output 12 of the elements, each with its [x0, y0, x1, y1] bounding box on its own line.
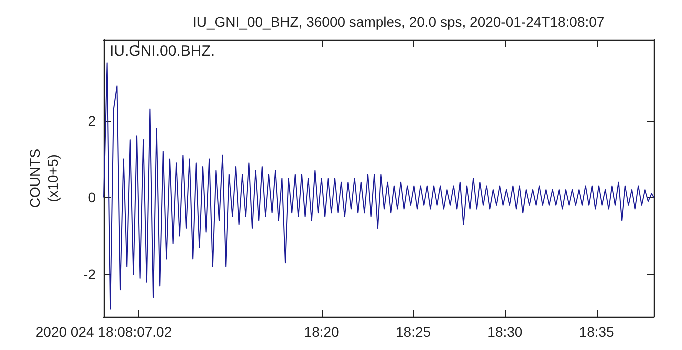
- x-tick-label: 18:35: [579, 324, 615, 340]
- annotation: IU.GNI.00.BHZ.: [110, 43, 216, 60]
- y-axis-title: COUNTS (x10+5): [27, 148, 61, 208]
- x-tick-label: 18:20: [304, 324, 340, 340]
- y-tick-label: 2: [88, 112, 96, 129]
- chart-title: IU_GNI_00_BHZ, 36000 samples, 20.0 sps, 2020-01-24T18:08:07: [193, 14, 605, 30]
- y-tick-label: 0: [88, 190, 96, 206]
- y-tick-label: -2: [84, 266, 96, 283]
- x-tick-label: 18:25: [396, 324, 432, 340]
- x-tick-label: 2020 024 18:08:07.02: [36, 324, 172, 340]
- x-tick-label: 18:30: [488, 324, 523, 340]
- line-series: [104, 62, 654, 310]
